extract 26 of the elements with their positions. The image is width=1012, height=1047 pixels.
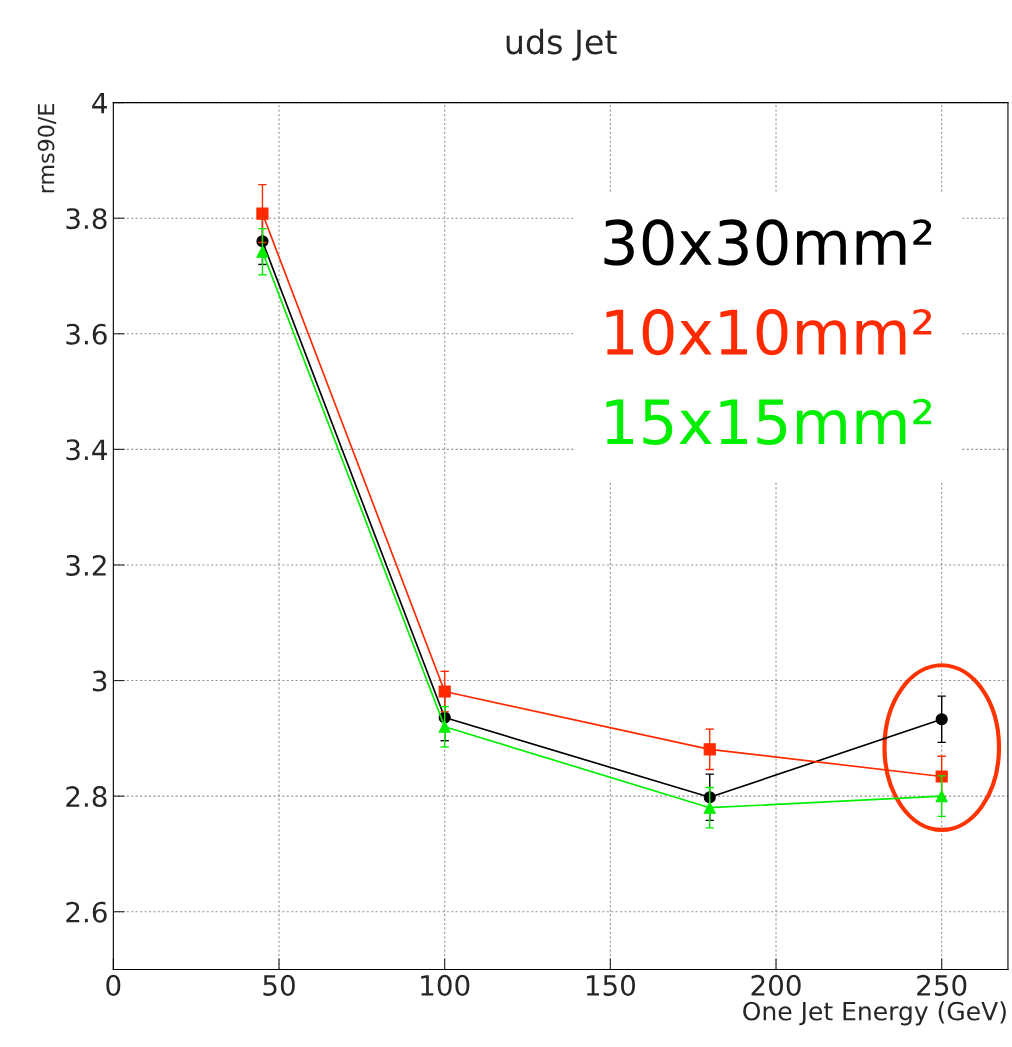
x-tick-label: 250 (917, 974, 967, 996)
x-tick-label: 150 (586, 974, 636, 996)
chart-title: uds Jet (506, 28, 617, 61)
y-tick-label: 3 (92, 670, 107, 692)
y-tick-label: 3.6 (66, 323, 107, 345)
text: 30x30mm² (604, 219, 932, 266)
y-tick-label: 4 (92, 92, 107, 114)
x-tick-label: 0 (106, 974, 121, 996)
x-axis-title: One Jet Energy (GeV) (743, 1001, 1006, 1026)
y-tick-label: 3.4 (66, 439, 107, 461)
y-axis-title: rms90/E (37, 104, 57, 193)
text: 15x15mm² (606, 398, 932, 445)
text: 10x10mm² (606, 309, 932, 356)
y-tick-label: 2.8 (66, 786, 107, 808)
point (703, 743, 716, 756)
y-tick-label: 3.2 (66, 554, 106, 576)
y-tick-label: 2.6 (66, 901, 107, 923)
point (256, 207, 269, 220)
y-tick-label: 3.8 (66, 208, 107, 230)
point (438, 720, 451, 733)
point (256, 245, 269, 258)
x-tick-label: 50 (263, 974, 295, 996)
point (703, 801, 716, 814)
x-tick-label: 200 (751, 974, 801, 996)
x-tick-label: 100 (421, 974, 470, 996)
point (438, 685, 451, 698)
